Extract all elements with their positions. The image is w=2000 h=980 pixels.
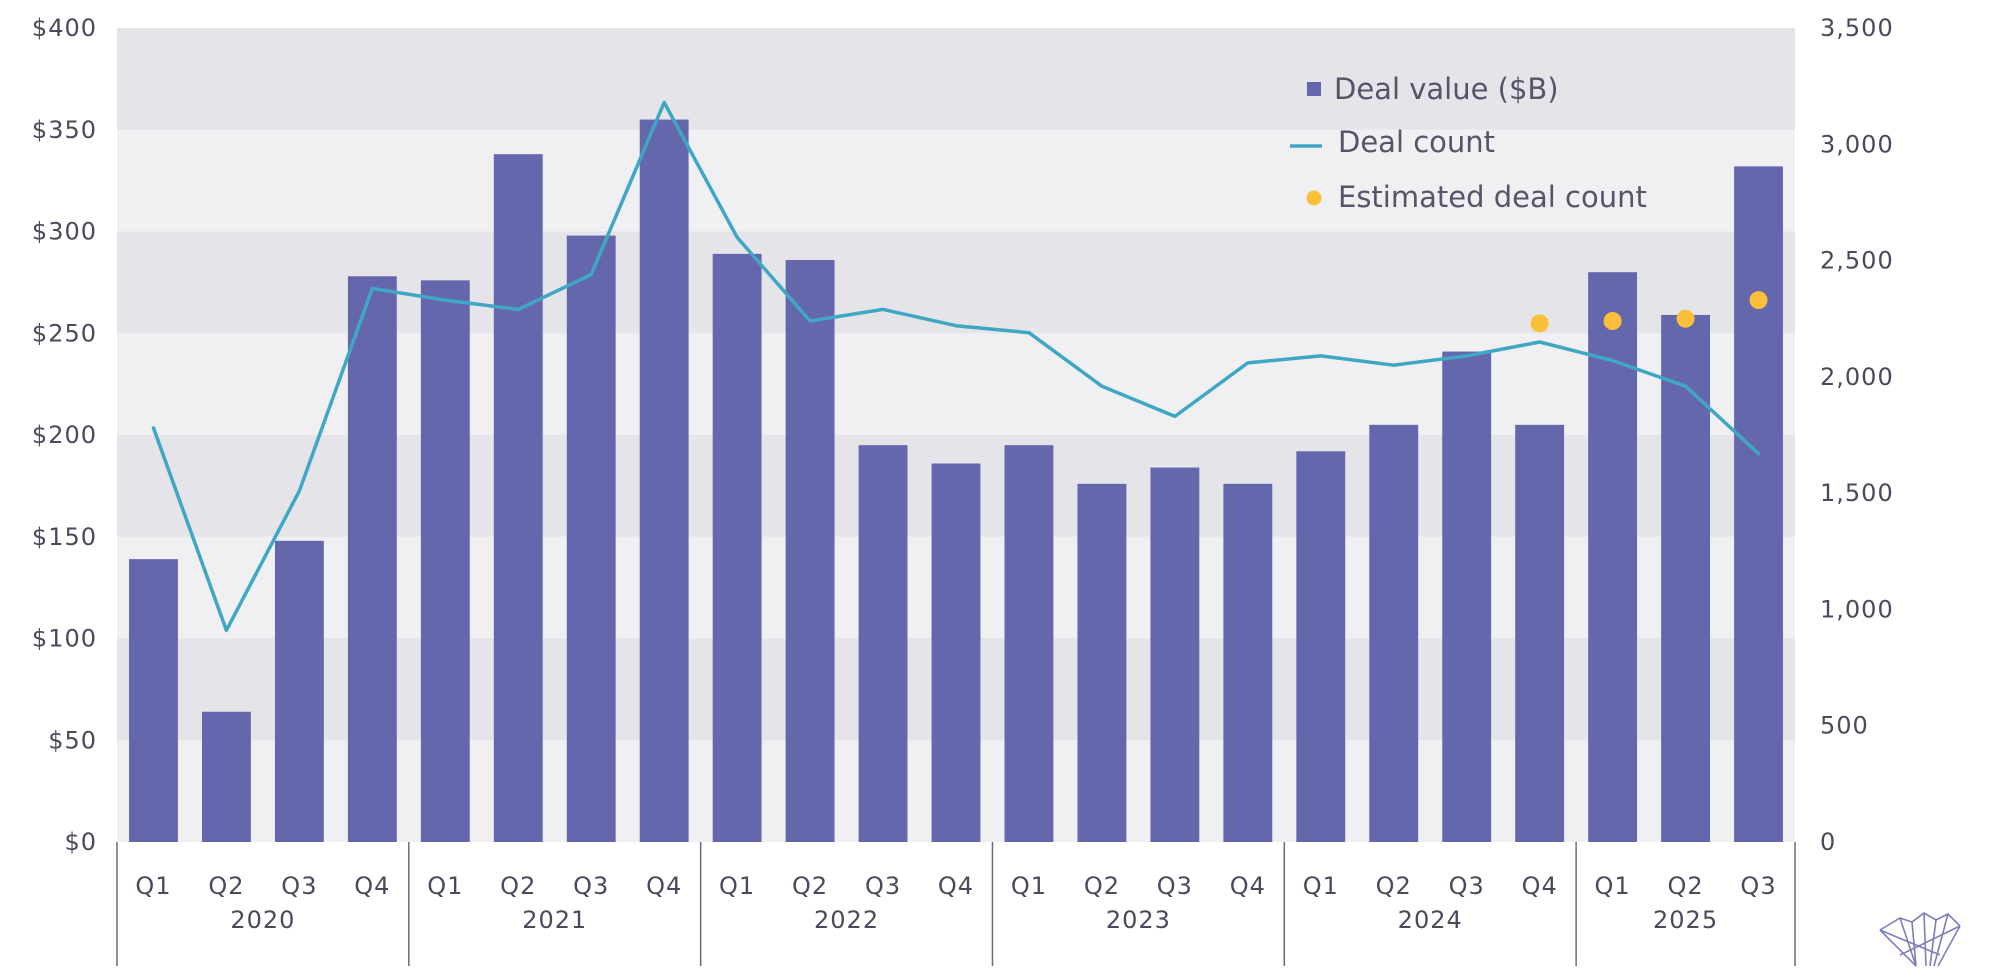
x-tick-label: Q2 — [792, 872, 828, 900]
legend-label-deal-value: Deal value ($B) — [1334, 72, 1559, 106]
logo-icon — [1879, 912, 1961, 967]
bar-deal-value — [1515, 424, 1565, 842]
x-tick-label: Q3 — [1157, 872, 1193, 900]
year-label: 2025 — [1653, 906, 1718, 934]
estimated-deal-count-point — [1530, 314, 1549, 333]
legend-label-deal-count: Deal count — [1338, 125, 1495, 159]
bar-deal-value — [1442, 351, 1492, 842]
estimate-dots — [1530, 291, 1768, 333]
year-label: 2020 — [230, 906, 295, 934]
x-tick-label: Q2 — [1084, 872, 1120, 900]
y-right-tick-label: 3,500 — [1820, 14, 1894, 42]
deal-count-line — [151, 100, 1761, 633]
x-tick-label: Q4 — [354, 872, 390, 900]
bar-deal-value — [1734, 166, 1783, 842]
bar-deal-value — [1150, 467, 1200, 842]
deal-count-line-group — [151, 100, 1761, 633]
estimated-deal-count-point — [1676, 309, 1695, 328]
x-tick-label: Q1 — [1011, 872, 1047, 900]
legend-label-estimated: Estimated deal count — [1338, 180, 1647, 214]
y-left-tick-label: $300 — [32, 218, 97, 246]
year-label: 2024 — [1398, 906, 1463, 934]
bar-deal-value — [1223, 483, 1273, 842]
bar-deal-value — [1077, 483, 1127, 842]
estimated-deal-count-point — [1603, 312, 1622, 331]
y-right-tick-label: 1,500 — [1820, 479, 1894, 507]
bar-deal-value — [347, 276, 397, 842]
y-right-tick-label: 1,000 — [1820, 595, 1894, 623]
bar-deal-value — [201, 711, 251, 842]
bar-deal-value — [931, 463, 981, 842]
x-tick-label: Q1 — [135, 872, 171, 900]
bar-deal-value — [1296, 451, 1346, 842]
legend-swatch-estimated — [1306, 190, 1322, 206]
x-tick-label: Q3 — [1740, 872, 1776, 900]
estimated-deal-count-point — [1749, 291, 1768, 310]
x-axis: Q1 Q2 Q3 Q4 Q1 Q2 Q3 Q4 Q1 Q2 Q3 Q4 Q1 Q2 Q3 Q4 Q1 Q2 Q3 Q4… — [116, 842, 1796, 966]
y-left-tick-label: $100 — [32, 625, 97, 653]
x-tick-label: Q4 — [646, 872, 682, 900]
background-band — [117, 28, 1795, 130]
y-right-tick-label: 3,000 — [1820, 130, 1894, 158]
y-left-tick-label: $0 — [64, 828, 97, 856]
x-tick-label: Q4 — [1230, 872, 1266, 900]
year-label: 2023 — [1106, 906, 1171, 934]
bar-deal-value — [129, 559, 178, 842]
y-axis-right: 0 500 1,000 1,500 2,000 2,500 3,000 3,500 — [1820, 14, 1894, 856]
y-right-tick-label: 500 — [1820, 712, 1869, 740]
bar-deal-value — [1004, 445, 1054, 842]
bar-deal-value — [639, 119, 689, 842]
y-right-tick-label: 2,000 — [1820, 363, 1894, 391]
x-tick-label: Q4 — [1522, 872, 1558, 900]
bar-deal-value — [274, 540, 324, 842]
bar-deal-value — [420, 280, 470, 843]
x-tick-label: Q1 — [427, 872, 463, 900]
bar-deal-value — [493, 154, 543, 843]
background-band — [117, 129, 1795, 232]
y-left-tick-label: $400 — [32, 14, 97, 42]
bar-deal-value — [785, 259, 835, 842]
x-tick-label: Q2 — [208, 872, 244, 900]
y-left-tick-label: $250 — [32, 319, 97, 347]
x-tick-label: Q3 — [865, 872, 901, 900]
y-left-tick-label: $200 — [32, 421, 97, 449]
year-label: 2022 — [814, 906, 879, 934]
x-tick-label: Q3 — [281, 872, 317, 900]
bar-deal-value — [566, 235, 616, 842]
year-label: 2021 — [522, 906, 587, 934]
x-tick-label: Q3 — [1449, 872, 1485, 900]
x-tick-label: Q4 — [938, 872, 974, 900]
legend: Deal value ($B) Deal count Estimated dea… — [1290, 72, 1647, 214]
y-axis-left: $0 $50 $100 $150 $200 $250 $300 $350 $400 — [32, 14, 97, 856]
x-tick-label: Q2 — [1667, 872, 1703, 900]
x-tick-label: Q1 — [1595, 872, 1631, 900]
bar-deal-value — [858, 445, 908, 842]
x-tick-label: Q1 — [1303, 872, 1339, 900]
y-right-tick-label: 2,500 — [1820, 247, 1894, 275]
x-tick-label: Q2 — [1376, 872, 1412, 900]
x-tick-label: Q2 — [500, 872, 536, 900]
y-left-tick-label: $350 — [32, 116, 97, 144]
bar-deal-value — [712, 253, 762, 842]
y-left-tick-label: $50 — [48, 726, 97, 754]
y-right-tick-label: 0 — [1820, 828, 1836, 856]
y-left-tick-label: $150 — [32, 523, 97, 551]
bars — [129, 119, 1783, 843]
legend-swatch-deal-value — [1307, 82, 1321, 96]
bar-deal-value — [1369, 424, 1419, 842]
x-tick-label: Q3 — [573, 872, 609, 900]
x-tick-label: Q1 — [719, 872, 755, 900]
bar-deal-value — [1661, 314, 1711, 842]
